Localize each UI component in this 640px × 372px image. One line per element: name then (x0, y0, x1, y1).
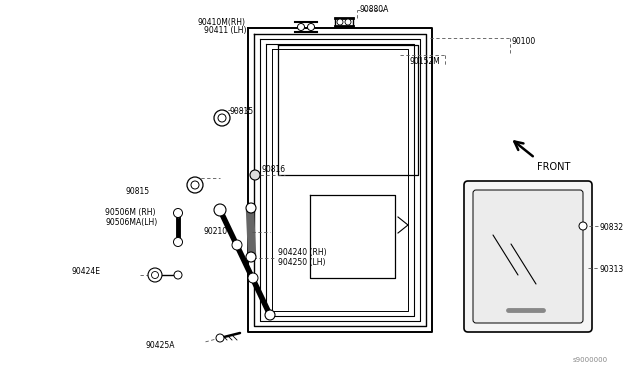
Circle shape (345, 19, 351, 25)
Text: 90410M(RH): 90410M(RH) (198, 17, 246, 26)
Circle shape (579, 222, 587, 230)
Circle shape (250, 170, 260, 180)
Circle shape (214, 204, 226, 216)
Circle shape (187, 177, 203, 193)
Circle shape (214, 110, 230, 126)
Text: 904250 (LH): 904250 (LH) (278, 257, 326, 266)
Text: 90425A: 90425A (145, 340, 175, 350)
Text: 90100: 90100 (512, 38, 536, 46)
Circle shape (246, 252, 256, 262)
Circle shape (298, 23, 305, 31)
Text: 90313: 90313 (600, 266, 624, 275)
Text: 90815: 90815 (230, 108, 254, 116)
Text: 90424E: 90424E (71, 267, 100, 276)
Circle shape (246, 203, 256, 213)
Text: 90210: 90210 (204, 228, 228, 237)
Circle shape (191, 181, 199, 189)
Circle shape (148, 268, 162, 282)
Text: FRONT: FRONT (537, 162, 570, 172)
Circle shape (152, 272, 159, 279)
Text: 90152M: 90152M (410, 58, 441, 67)
Circle shape (173, 237, 182, 247)
Text: 90506MA(LH): 90506MA(LH) (105, 218, 157, 227)
Text: 90506M (RH): 90506M (RH) (105, 208, 156, 217)
Text: 90832: 90832 (600, 224, 624, 232)
Circle shape (337, 19, 343, 25)
Text: s9000000: s9000000 (573, 357, 608, 363)
Text: 90411 (LH): 90411 (LH) (204, 26, 246, 35)
Circle shape (265, 310, 275, 320)
Circle shape (174, 271, 182, 279)
FancyBboxPatch shape (464, 181, 592, 332)
Circle shape (248, 273, 258, 283)
Text: 90815: 90815 (126, 187, 150, 196)
Circle shape (232, 240, 242, 250)
Text: 90816: 90816 (262, 166, 286, 174)
Text: 90880A: 90880A (360, 6, 389, 15)
FancyBboxPatch shape (473, 190, 583, 323)
Circle shape (218, 114, 226, 122)
Circle shape (216, 334, 224, 342)
Circle shape (173, 208, 182, 218)
Circle shape (307, 23, 314, 31)
Text: 904240 (RH): 904240 (RH) (278, 247, 326, 257)
